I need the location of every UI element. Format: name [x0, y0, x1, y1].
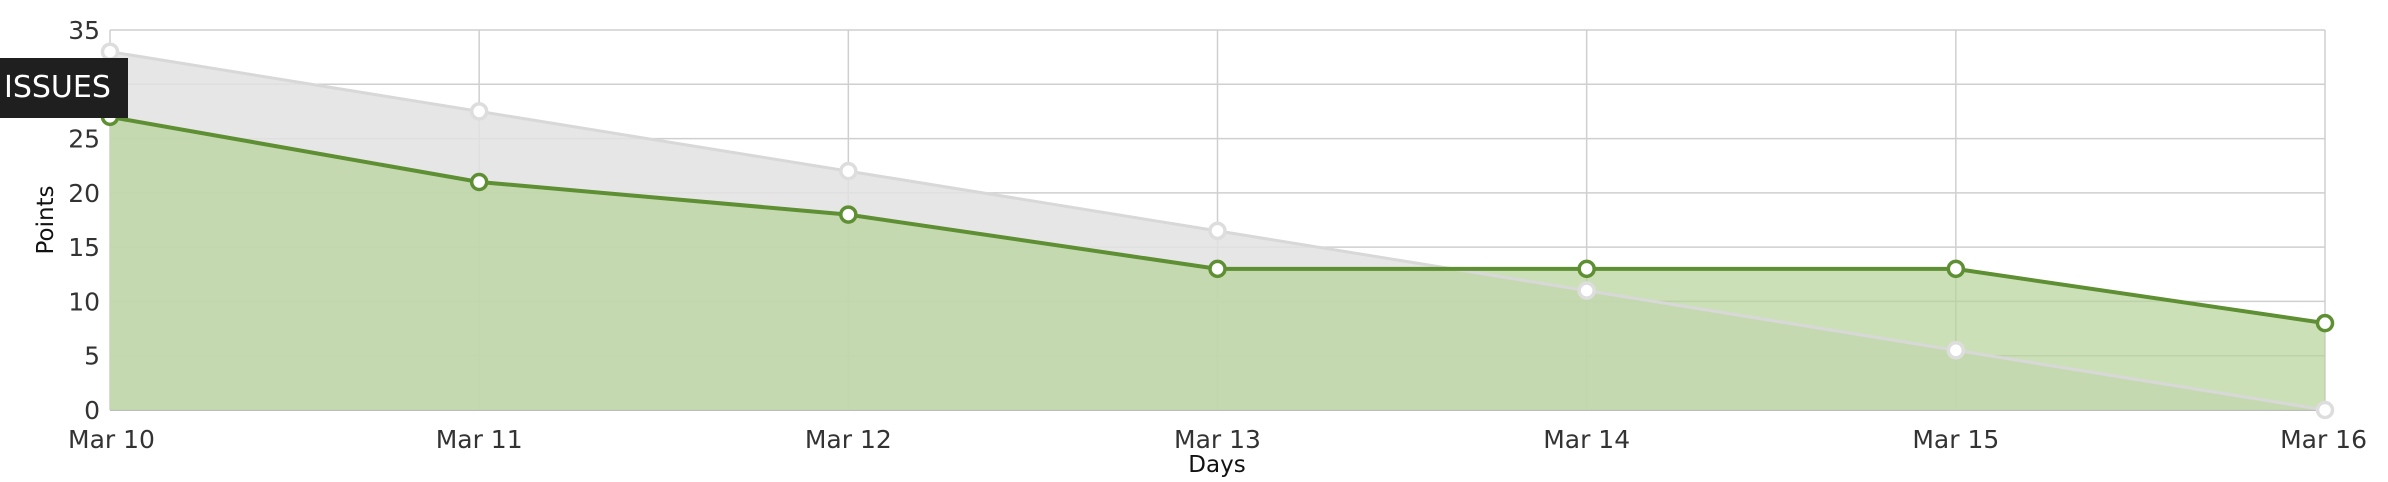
x-axis-ticks: Mar 10 Mar 11 Mar 12 Mar 13 Mar 14 Mar 15 Mar …	[68, 425, 2367, 454]
ideal-point	[1946, 341, 1966, 360]
ideal-point	[839, 161, 858, 181]
x-tick-label: Mar 14	[1543, 425, 1630, 454]
y-tick-label: 35	[68, 16, 100, 45]
chart-points	[100, 42, 2335, 420]
remaining-point	[839, 205, 858, 224]
ideal-point	[1577, 281, 1596, 300]
remaining-point	[1577, 259, 1596, 279]
x-tick-label: Mar 11	[436, 425, 523, 454]
ideal-point	[1208, 221, 1227, 241]
ideal-point	[100, 42, 120, 61]
x-tick-label: Mar 15	[1912, 425, 1999, 454]
issues-badge[interactable]: ISSUES	[0, 58, 128, 118]
x-tick-label: Mar 12	[805, 425, 892, 454]
y-tick-label: 20	[68, 179, 100, 208]
remaining-point	[469, 172, 489, 192]
y-tick-label: 5	[84, 342, 100, 371]
y-tick-label: 0	[84, 396, 100, 425]
x-tick-label: Mar 16	[2280, 425, 2367, 454]
x-tick-label: Mar 13	[1174, 425, 1261, 454]
y-tick-label: 15	[68, 233, 100, 262]
remaining-area	[110, 116, 2325, 411]
ideal-point	[2315, 400, 2335, 420]
x-axis-label: Days	[1188, 452, 1245, 478]
y-tick-label: 25	[68, 125, 100, 154]
y-tick-label: 10	[68, 287, 100, 316]
x-tick-label: Mar 10	[68, 425, 155, 454]
remaining-point	[1946, 259, 1966, 279]
remaining-point	[1208, 259, 1227, 279]
ideal-point	[469, 102, 489, 121]
y-axis-label: Points	[33, 185, 59, 254]
remaining-point	[2315, 313, 2335, 333]
